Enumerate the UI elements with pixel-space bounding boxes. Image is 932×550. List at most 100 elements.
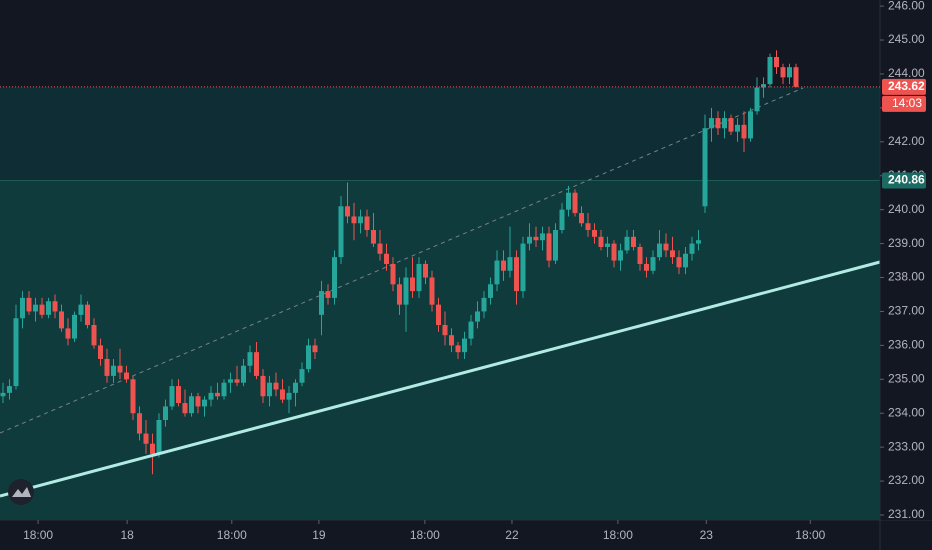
x-tick-label: 18:00 bbox=[217, 528, 247, 542]
candle-body bbox=[676, 257, 682, 268]
candle-body bbox=[611, 243, 617, 261]
trendline bbox=[0, 260, 881, 498]
candle-body bbox=[644, 263, 649, 271]
candle-body bbox=[481, 297, 487, 312]
y-tick-label: 244.00 bbox=[888, 66, 925, 80]
candle-body bbox=[598, 236, 604, 247]
candle-body bbox=[306, 345, 311, 370]
candle-body bbox=[117, 365, 123, 373]
countdown-tag bbox=[882, 95, 926, 112]
candle-body bbox=[319, 291, 324, 315]
logo bbox=[8, 479, 34, 505]
candle-body bbox=[468, 321, 474, 339]
candle-body bbox=[52, 301, 58, 312]
candle-body bbox=[169, 386, 175, 407]
candle-body bbox=[689, 243, 695, 254]
x-tick-label: 18:00 bbox=[603, 528, 633, 542]
candle-body bbox=[182, 403, 188, 414]
candle-body bbox=[722, 118, 727, 129]
candle-body bbox=[351, 216, 357, 224]
candle-body bbox=[520, 243, 526, 292]
candle-body bbox=[280, 389, 285, 400]
candle-body bbox=[702, 128, 708, 207]
candle-body bbox=[20, 297, 25, 319]
candle-body bbox=[202, 399, 207, 407]
candle-body bbox=[325, 291, 331, 298]
candle-body bbox=[650, 257, 656, 271]
candle-body bbox=[741, 124, 747, 139]
candle-body bbox=[397, 284, 402, 305]
x-tick-label: 18:00 bbox=[410, 528, 440, 542]
candle-body bbox=[137, 413, 142, 434]
candles bbox=[0, 50, 799, 475]
candle-body bbox=[78, 304, 84, 315]
candle-body bbox=[579, 213, 584, 224]
level-tag bbox=[882, 172, 926, 189]
candle-body bbox=[774, 56, 779, 68]
candle-body bbox=[228, 379, 233, 383]
candle-body bbox=[663, 243, 669, 251]
candle-body bbox=[605, 243, 610, 247]
candle-body bbox=[514, 257, 519, 292]
candle-body bbox=[208, 392, 214, 400]
y-tick-label: 238.00 bbox=[888, 270, 925, 284]
candle-body bbox=[553, 230, 558, 261]
candle-body bbox=[767, 56, 773, 85]
candle-body bbox=[403, 277, 409, 305]
candle-body bbox=[670, 250, 675, 258]
x-tick-label: 18:00 bbox=[23, 528, 53, 542]
candle-body bbox=[189, 396, 194, 414]
candle-body bbox=[735, 124, 740, 132]
candle-body bbox=[234, 379, 240, 383]
candle-body bbox=[572, 192, 578, 214]
y-tick-label: 231.00 bbox=[888, 507, 925, 521]
candle-body bbox=[7, 386, 12, 393]
candle-body bbox=[215, 392, 220, 397]
y-tick-label: 242.00 bbox=[888, 134, 925, 148]
x-tick-label: 19 bbox=[312, 528, 326, 542]
y-tick-label: 234.00 bbox=[888, 405, 925, 419]
candle-body bbox=[332, 257, 337, 298]
dashed-trend bbox=[0, 87, 804, 434]
candle-body bbox=[507, 257, 513, 271]
countdown-label: 14:03 bbox=[892, 96, 922, 110]
candle-body bbox=[104, 358, 110, 376]
candle-body bbox=[91, 325, 97, 346]
candle-body bbox=[312, 345, 318, 353]
candle-body bbox=[46, 301, 51, 315]
candle-body bbox=[462, 338, 467, 353]
candle-body bbox=[501, 260, 506, 271]
candle-body bbox=[566, 192, 571, 210]
candle-body bbox=[475, 311, 480, 322]
candle-body bbox=[273, 382, 279, 390]
candle-body bbox=[540, 233, 545, 241]
candle-body bbox=[592, 230, 597, 237]
zones bbox=[0, 86, 880, 520]
candle-body bbox=[85, 304, 90, 326]
y-tick-label: 245.00 bbox=[888, 32, 925, 46]
y-tick-label: 240.00 bbox=[888, 202, 925, 216]
candle-body bbox=[585, 223, 591, 231]
candle-body bbox=[390, 263, 396, 285]
candle-body bbox=[449, 335, 454, 346]
candle-body bbox=[728, 118, 734, 132]
candle-body bbox=[761, 84, 766, 88]
candle-body bbox=[65, 328, 71, 339]
candle-body bbox=[33, 304, 38, 312]
candle-body bbox=[423, 263, 428, 278]
candle-body bbox=[176, 386, 181, 404]
candle-body bbox=[488, 284, 493, 298]
lower-zone bbox=[0, 180, 880, 520]
candle-body bbox=[293, 382, 298, 393]
candle-body bbox=[39, 304, 45, 315]
candle-body bbox=[637, 246, 643, 264]
candle-body bbox=[546, 233, 552, 261]
candle-body bbox=[221, 382, 227, 397]
candle-body bbox=[377, 243, 383, 254]
y-tick-label: 235.00 bbox=[888, 371, 925, 385]
candle-body bbox=[715, 118, 721, 129]
y-tick-label: 232.00 bbox=[888, 473, 925, 487]
candle-body bbox=[254, 352, 259, 376]
candle-body bbox=[624, 236, 630, 251]
